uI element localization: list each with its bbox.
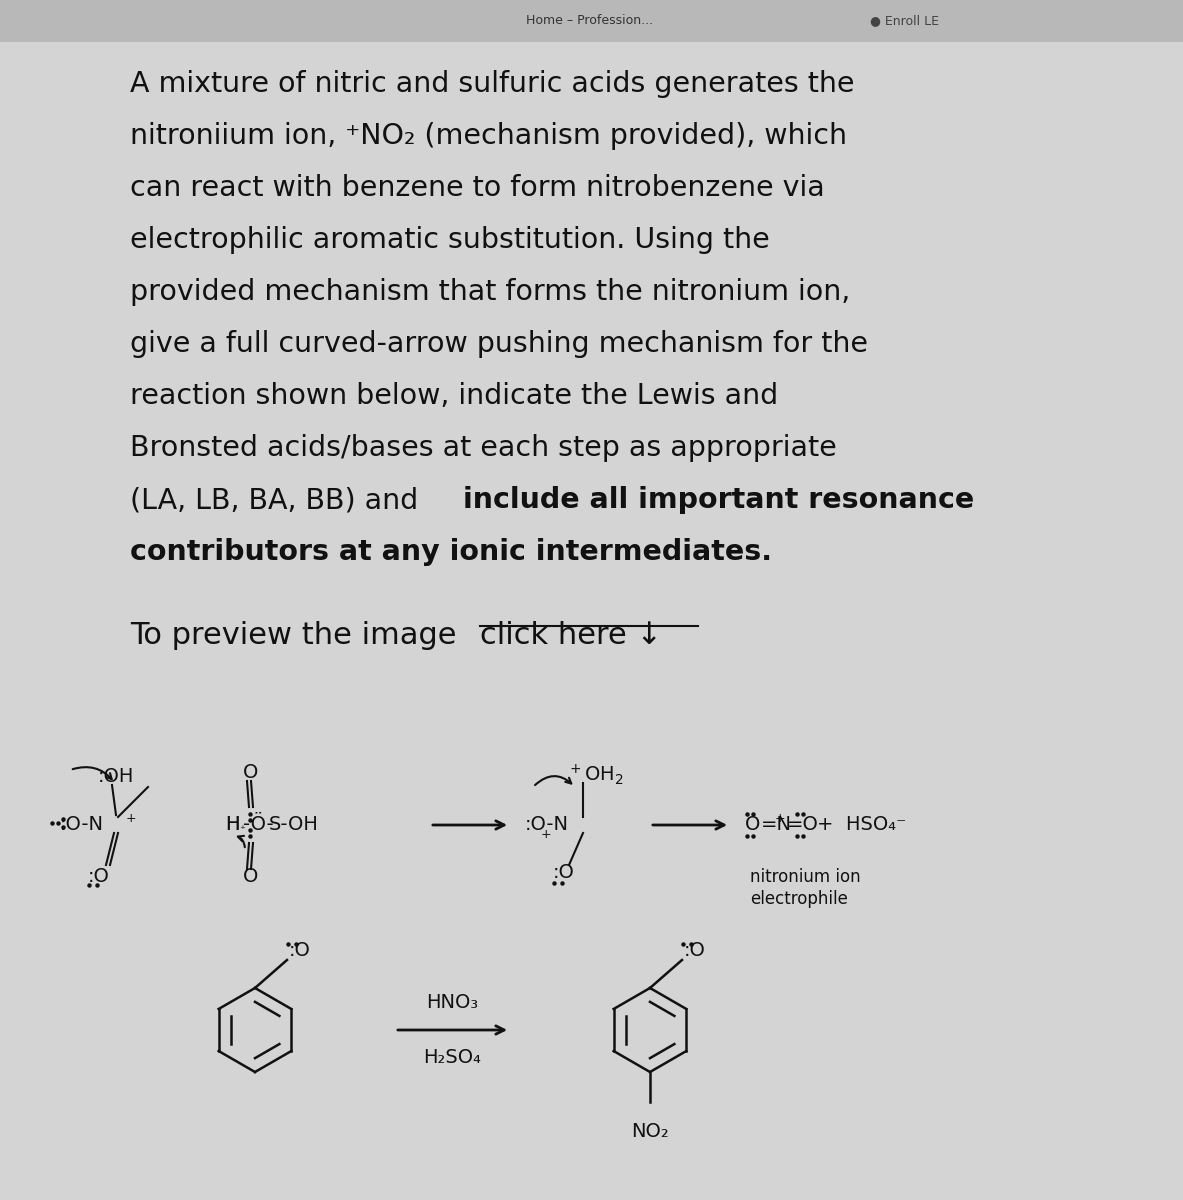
Text: electrophile: electrophile (750, 890, 848, 908)
Text: nitroniium ion, ⁺NO₂ (mechanism provided), which: nitroniium ion, ⁺NO₂ (mechanism provided… (130, 122, 847, 150)
Text: :O: :O (684, 941, 706, 960)
Text: electrophilic aromatic substitution. Using the: electrophilic aromatic substitution. Usi… (130, 226, 770, 254)
Text: HNO₃: HNO₃ (426, 994, 479, 1012)
Text: H₂SO₄: H₂SO₄ (424, 1048, 481, 1067)
Text: contributors at any ionic intermediates.: contributors at any ionic intermediates. (130, 538, 772, 566)
Text: :O-N: :O-N (525, 816, 569, 834)
Text: give a full curved-arrow pushing mechanism for the: give a full curved-arrow pushing mechani… (130, 330, 868, 358)
Text: NO₂: NO₂ (631, 1122, 668, 1141)
Text: (LA, LB, BA, BB) and: (LA, LB, BA, BB) and (130, 486, 427, 514)
Text: =O: =O (787, 816, 819, 834)
FancyBboxPatch shape (0, 0, 1183, 42)
Text: ● Enroll LE: ● Enroll LE (870, 14, 939, 28)
Text: -Ö-: -Ö- (243, 816, 273, 834)
Text: Bronsted acids/bases at each step as appropriate: Bronsted acids/bases at each step as app… (130, 434, 836, 462)
Text: +: + (127, 812, 136, 826)
Text: click here ↓: click here ↓ (480, 622, 662, 650)
Text: +  HSO₄⁻: + HSO₄⁻ (817, 816, 906, 834)
Text: H: H (225, 816, 239, 834)
Text: A mixture of nitric and sulfuric acids generates the: A mixture of nitric and sulfuric acids g… (130, 70, 854, 98)
Text: O: O (243, 868, 258, 887)
Text: $^+$OH$_2$: $^+$OH$_2$ (567, 763, 623, 787)
Text: O: O (243, 763, 258, 782)
Text: +: + (775, 811, 786, 824)
Text: :O: :O (552, 864, 575, 882)
Text: To preview the image: To preview the image (130, 622, 466, 650)
Text: S-OH: S-OH (269, 816, 319, 834)
Text: +: + (541, 828, 551, 841)
Text: =N: =N (761, 816, 791, 834)
Text: nitronium ion: nitronium ion (750, 868, 860, 886)
Text: provided mechanism that forms the nitronium ion,: provided mechanism that forms the nitron… (130, 278, 851, 306)
Text: Home – Profession...: Home – Profession... (526, 14, 653, 28)
Text: :OH: :OH (98, 768, 135, 786)
Text: :O-N: :O-N (60, 816, 104, 834)
Text: H: H (225, 816, 239, 834)
Text: reaction shown below, indicate the Lewis and: reaction shown below, indicate the Lewis… (130, 382, 778, 410)
Text: can react with benzene to form nitrobenzene via: can react with benzene to form nitrobenz… (130, 174, 825, 202)
Text: include all important resonance: include all important resonance (463, 486, 975, 514)
Text: ⁺: ⁺ (239, 826, 245, 835)
Text: O: O (745, 816, 761, 834)
Text: :O: :O (289, 941, 311, 960)
Text: :O: :O (88, 868, 110, 887)
